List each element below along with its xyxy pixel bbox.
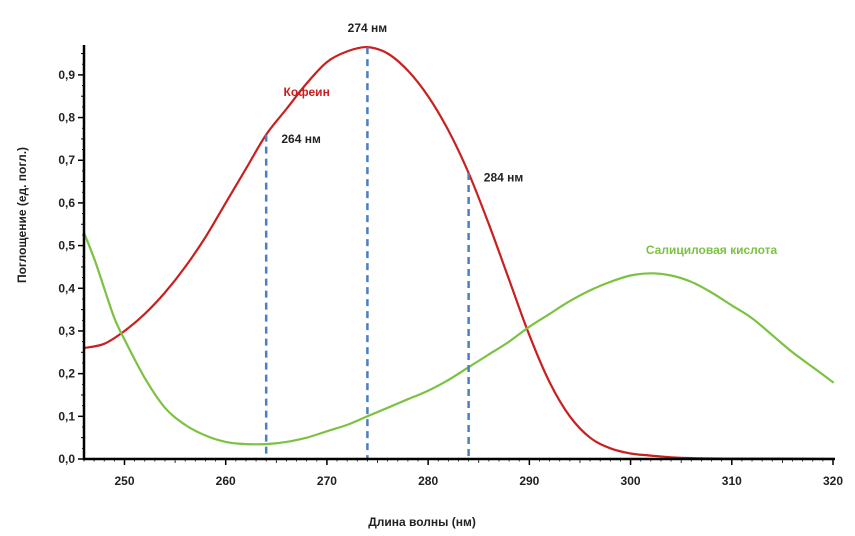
x-tick-label: 310 bbox=[722, 474, 742, 488]
x-tick-label: 290 bbox=[519, 474, 539, 488]
marker-lines-layer bbox=[264, 47, 470, 459]
y-tick-label: 0,9 bbox=[58, 68, 75, 82]
axes-layer: 0,0 0,1 0,2 0,3 0,4 0,5 0,6 0,7 0,8 0,9 250 260 270 2… bbox=[58, 45, 843, 488]
y-tick-label: 0,6 bbox=[58, 196, 75, 210]
x-axis-title: Длина волны (нм) bbox=[368, 515, 476, 529]
y-tick-label: 0,1 bbox=[58, 409, 75, 423]
y-tick-label: 0,4 bbox=[58, 281, 75, 295]
x-tick-label: 300 bbox=[621, 474, 641, 488]
y-tick-label: 0,0 bbox=[58, 452, 75, 466]
x-tick-label: 260 bbox=[216, 474, 236, 488]
marker-label-2: 274 нм bbox=[348, 21, 388, 35]
x-tick-label: 270 bbox=[317, 474, 337, 488]
marker-label-1: 264 нм bbox=[281, 132, 321, 146]
x-tick-label: 280 bbox=[418, 474, 438, 488]
labels-layer: 264 нм 274 нм 284 нм Кофеин Салициловая кисл… bbox=[281, 21, 777, 257]
y-tick-label: 0,8 bbox=[58, 111, 75, 125]
series-label-2: Салициловая кислота bbox=[646, 243, 778, 257]
y-tick-label: 0,5 bbox=[58, 239, 75, 253]
curves-layer bbox=[82, 45, 835, 461]
series-line-1 bbox=[82, 45, 835, 461]
series-label-1: Кофеин bbox=[284, 85, 330, 99]
y-tick-label: 0,2 bbox=[58, 367, 75, 381]
x-tick-label: 250 bbox=[114, 474, 134, 488]
y-tick-label: 0,3 bbox=[58, 324, 75, 338]
series-line-2 bbox=[82, 231, 835, 446]
y-axis-title: Поглощение (ед. погл.) bbox=[15, 147, 29, 283]
y-tick-label: 0,7 bbox=[58, 153, 75, 167]
marker-label-3: 284 нм bbox=[484, 171, 524, 185]
x-tick-label: 320 bbox=[823, 474, 843, 488]
